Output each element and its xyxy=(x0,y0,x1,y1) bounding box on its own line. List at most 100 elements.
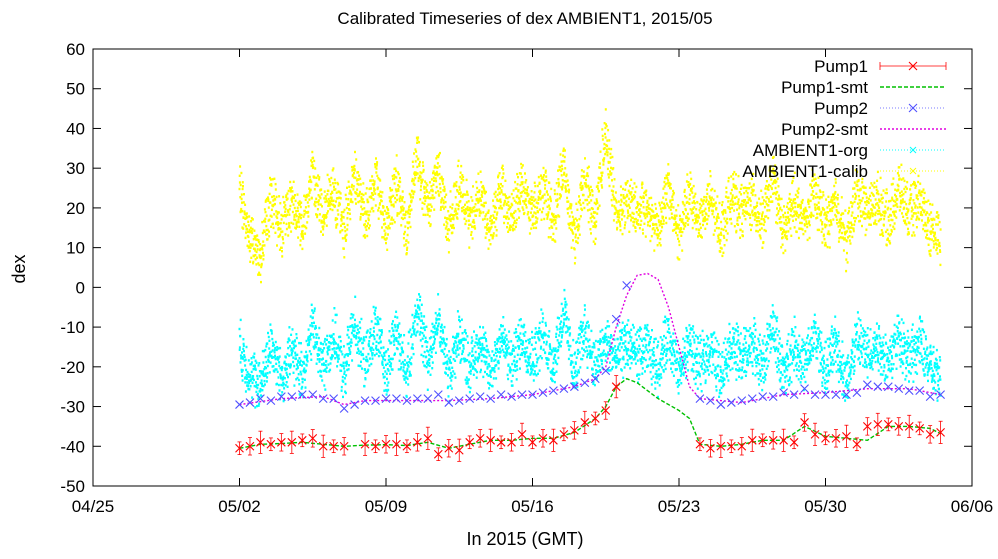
data-point xyxy=(749,204,752,207)
data-point xyxy=(301,225,304,228)
data-point xyxy=(556,203,559,206)
data-point xyxy=(410,335,413,338)
data-point xyxy=(295,214,298,218)
data-point xyxy=(479,325,481,329)
data-point xyxy=(477,357,480,361)
data-point xyxy=(295,357,297,360)
data-point xyxy=(460,338,463,342)
data-point xyxy=(331,319,334,322)
data-point xyxy=(600,174,603,177)
data-point xyxy=(377,209,380,212)
data-point xyxy=(913,212,916,215)
data-point xyxy=(277,358,280,361)
data-point xyxy=(422,164,425,167)
data-point xyxy=(880,197,883,200)
data-point xyxy=(558,197,561,200)
data-point xyxy=(327,210,329,213)
data-point xyxy=(357,200,360,204)
data-point xyxy=(920,211,923,214)
data-point xyxy=(664,206,667,210)
data-point xyxy=(412,196,414,199)
data-point xyxy=(455,336,458,340)
data-point xyxy=(374,204,377,207)
data-point xyxy=(244,225,247,228)
data-point xyxy=(345,360,348,363)
data-point xyxy=(758,228,761,232)
data-point xyxy=(593,216,596,220)
data-point xyxy=(834,181,837,184)
data-point xyxy=(340,211,343,214)
data-point xyxy=(794,212,797,216)
data-point xyxy=(255,385,258,388)
data-point xyxy=(534,341,537,344)
data-point xyxy=(413,152,415,155)
data-point xyxy=(368,364,371,367)
data-point xyxy=(351,324,354,327)
data-point xyxy=(369,328,372,331)
data-point xyxy=(317,199,320,202)
data-point xyxy=(416,323,419,326)
data-point xyxy=(526,361,529,364)
data-point xyxy=(748,213,750,216)
data-point xyxy=(289,204,292,208)
data-point xyxy=(680,227,683,231)
data-point xyxy=(398,197,401,200)
data-point xyxy=(527,200,530,203)
data-point xyxy=(274,188,277,191)
data-point xyxy=(288,354,291,357)
data-point xyxy=(851,195,854,198)
data-point xyxy=(341,229,344,232)
data-point xyxy=(410,208,413,211)
data-point xyxy=(321,349,324,353)
data-point xyxy=(252,262,255,265)
data-point xyxy=(930,211,933,214)
data-point xyxy=(249,385,252,388)
data-point xyxy=(644,235,647,238)
data-point xyxy=(885,200,888,203)
data-point xyxy=(590,212,593,215)
data-point xyxy=(684,208,687,212)
data-point xyxy=(254,237,256,240)
data-point xyxy=(708,182,711,186)
data-point xyxy=(869,213,872,217)
data-point xyxy=(558,215,561,218)
data-point xyxy=(366,224,368,228)
data-point xyxy=(306,354,309,357)
data-point xyxy=(590,232,592,235)
data-point xyxy=(484,236,487,239)
data-point xyxy=(732,173,735,176)
data-point xyxy=(376,319,379,322)
data-point xyxy=(471,339,474,342)
data-point xyxy=(399,353,402,357)
data-point xyxy=(906,187,908,190)
data-point xyxy=(357,178,360,181)
data-point xyxy=(402,351,405,354)
data-point xyxy=(381,362,384,365)
data-point xyxy=(535,331,538,334)
data-point xyxy=(543,180,546,183)
data-point xyxy=(683,212,685,216)
data-point xyxy=(325,214,328,217)
data-point xyxy=(487,381,490,385)
data-point xyxy=(533,211,536,214)
data-point xyxy=(705,188,708,191)
data-point xyxy=(764,187,767,190)
data-point xyxy=(276,356,279,359)
data-point xyxy=(353,329,356,332)
data-point xyxy=(269,183,272,187)
data-point xyxy=(663,180,666,184)
data-point xyxy=(374,165,377,169)
data-point xyxy=(856,184,859,187)
data-point xyxy=(453,342,455,346)
data-point xyxy=(606,154,609,157)
data-point xyxy=(908,232,910,235)
data-point xyxy=(459,320,461,323)
data-point xyxy=(291,328,294,331)
data-point xyxy=(911,208,914,211)
data-point xyxy=(274,340,277,344)
data-point xyxy=(403,230,406,234)
data-point xyxy=(262,251,264,255)
data-point xyxy=(910,210,913,213)
data-point xyxy=(426,205,429,208)
data-point xyxy=(789,207,792,210)
